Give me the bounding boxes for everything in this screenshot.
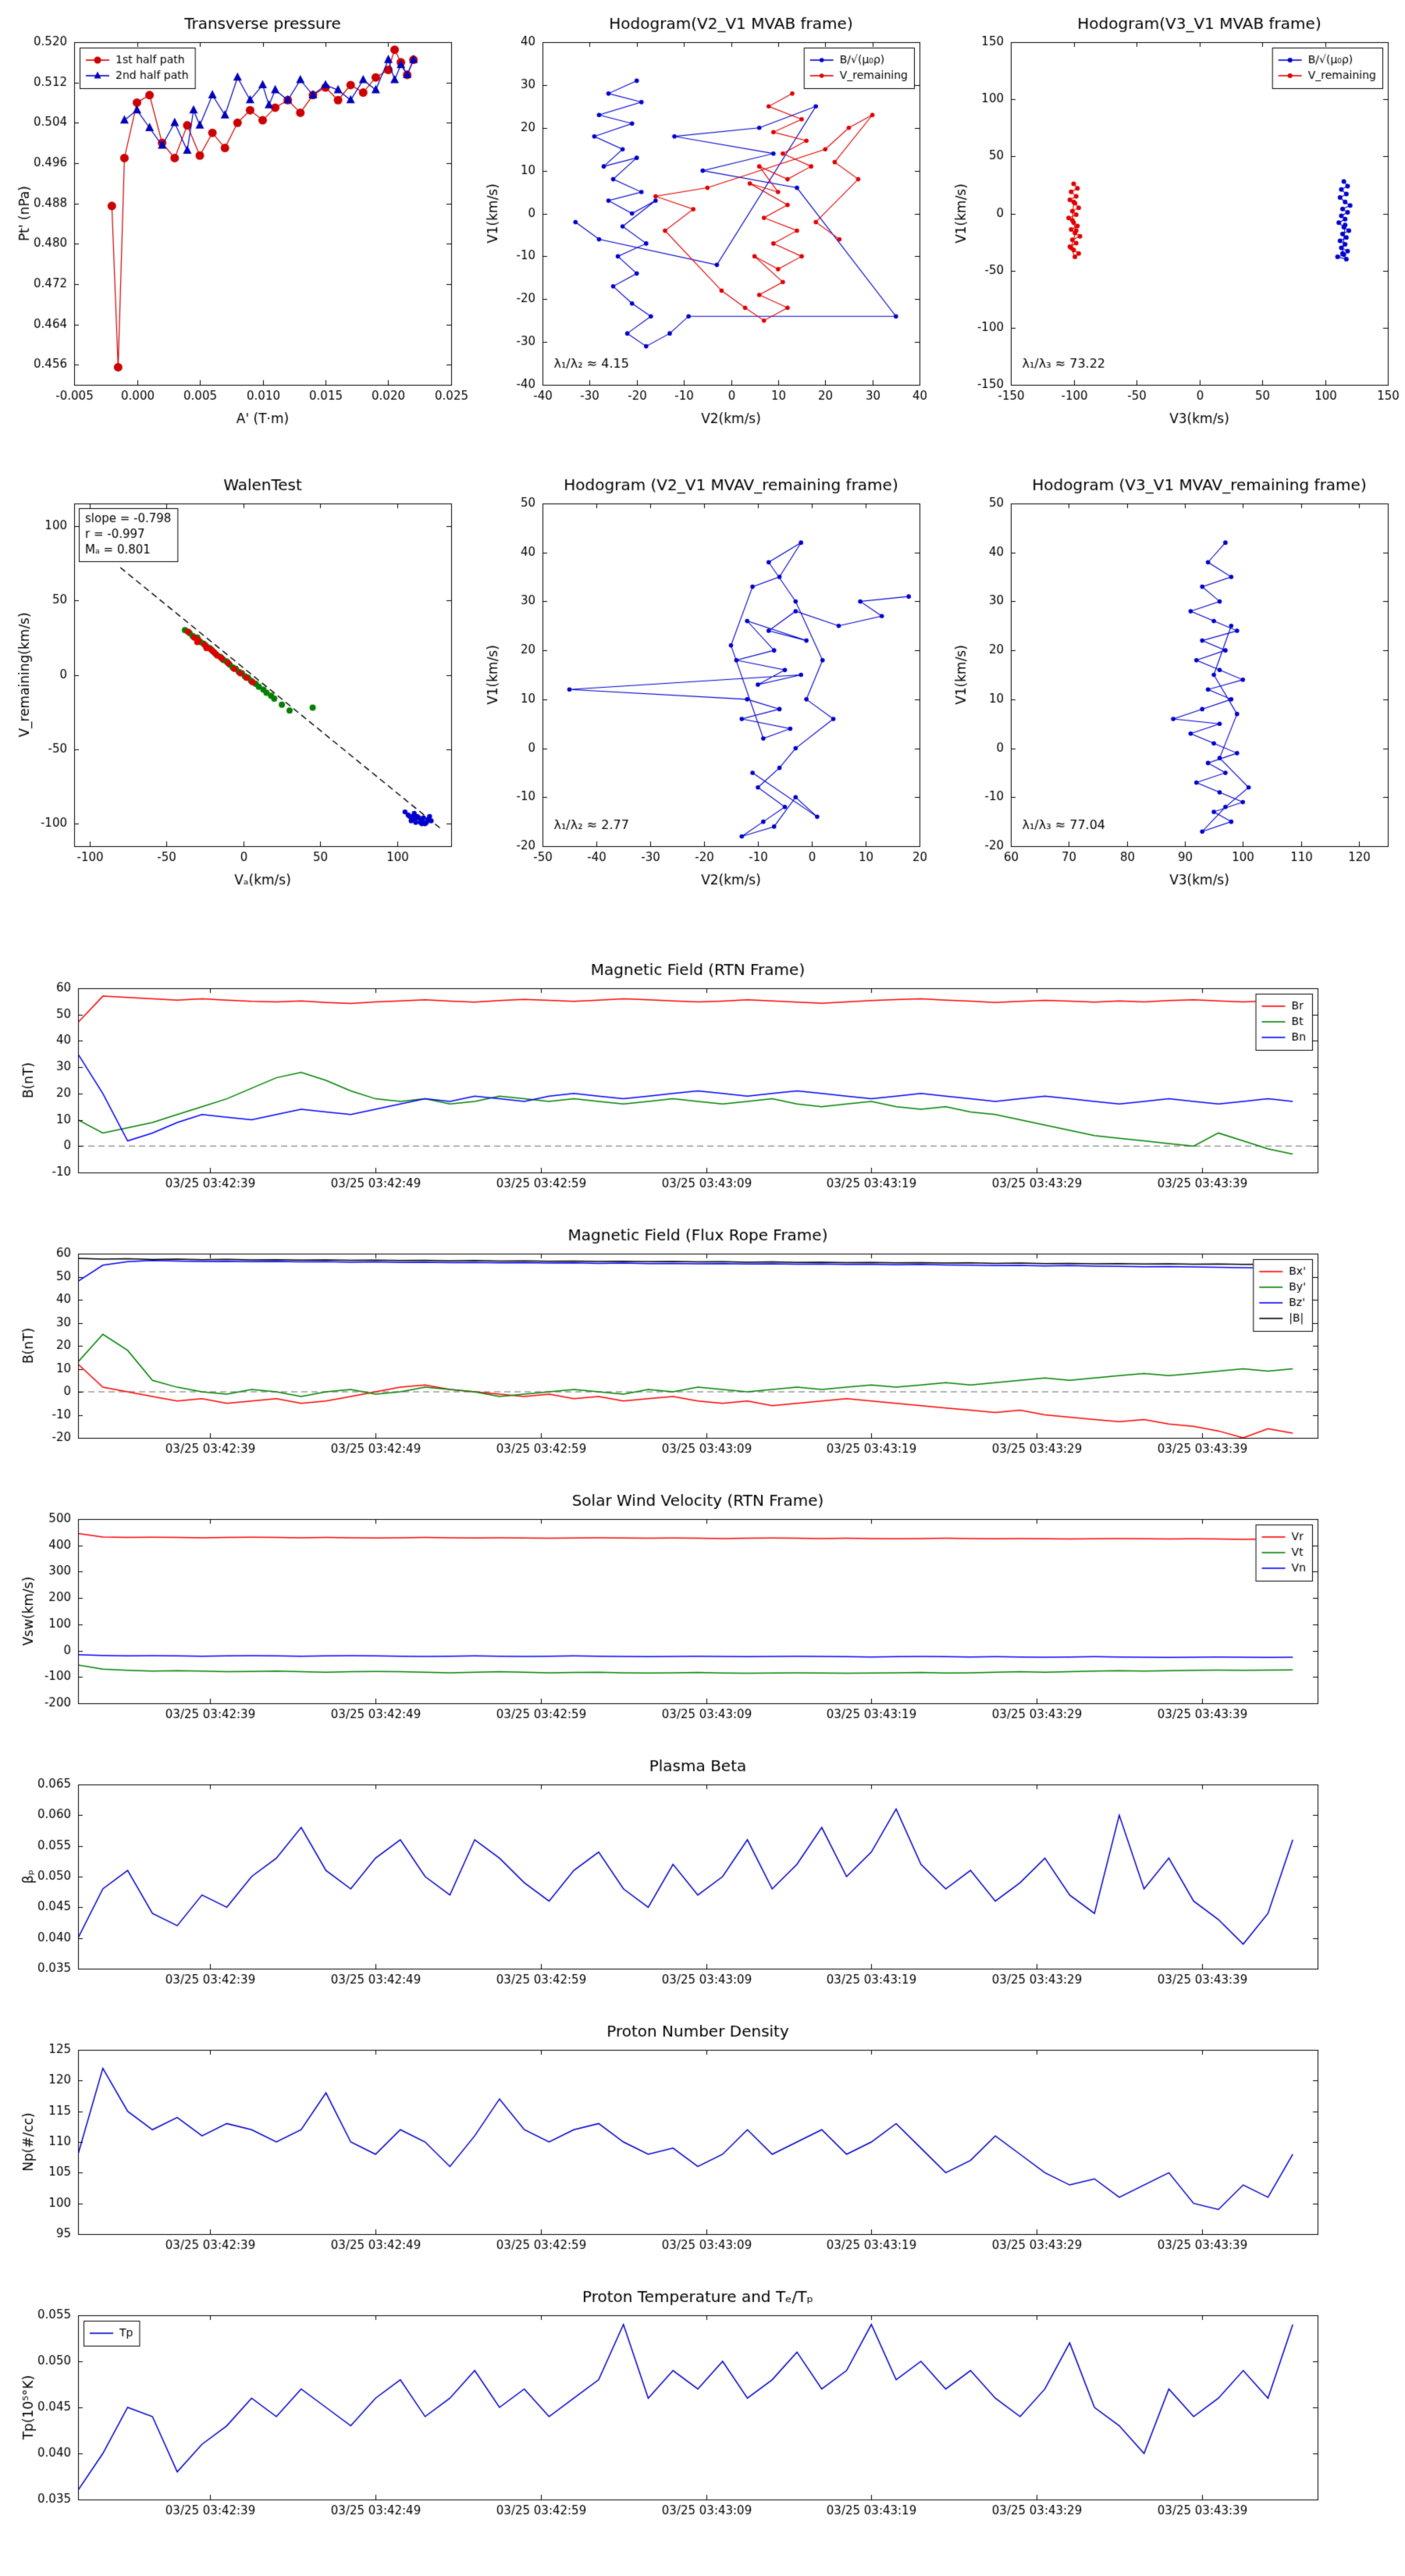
plot-hodogram-v2v1-mvab	[468, 5, 937, 438]
hodogram-grid	[0, 0, 1405, 899]
plot-magnetic-field-rtn	[0, 954, 1405, 1212]
plot-hodogram-v3v1-mvav	[937, 466, 1405, 899]
plot-magnetic-field-fluxrope	[0, 1219, 1405, 1477]
plot-plasma-beta	[0, 1750, 1405, 2008]
plot-transverse-pressure	[0, 5, 468, 438]
plot-hodogram-v3v1-mvab	[937, 5, 1405, 438]
plot-proton-temperature	[0, 2281, 1405, 2539]
plot-walen-test	[0, 466, 468, 899]
timeseries-stack	[0, 954, 1405, 2539]
plot-proton-density	[0, 2016, 1405, 2273]
plot-hodogram-v2v1-mvav	[468, 466, 937, 899]
plot-solar-wind-velocity	[0, 1485, 1405, 1742]
